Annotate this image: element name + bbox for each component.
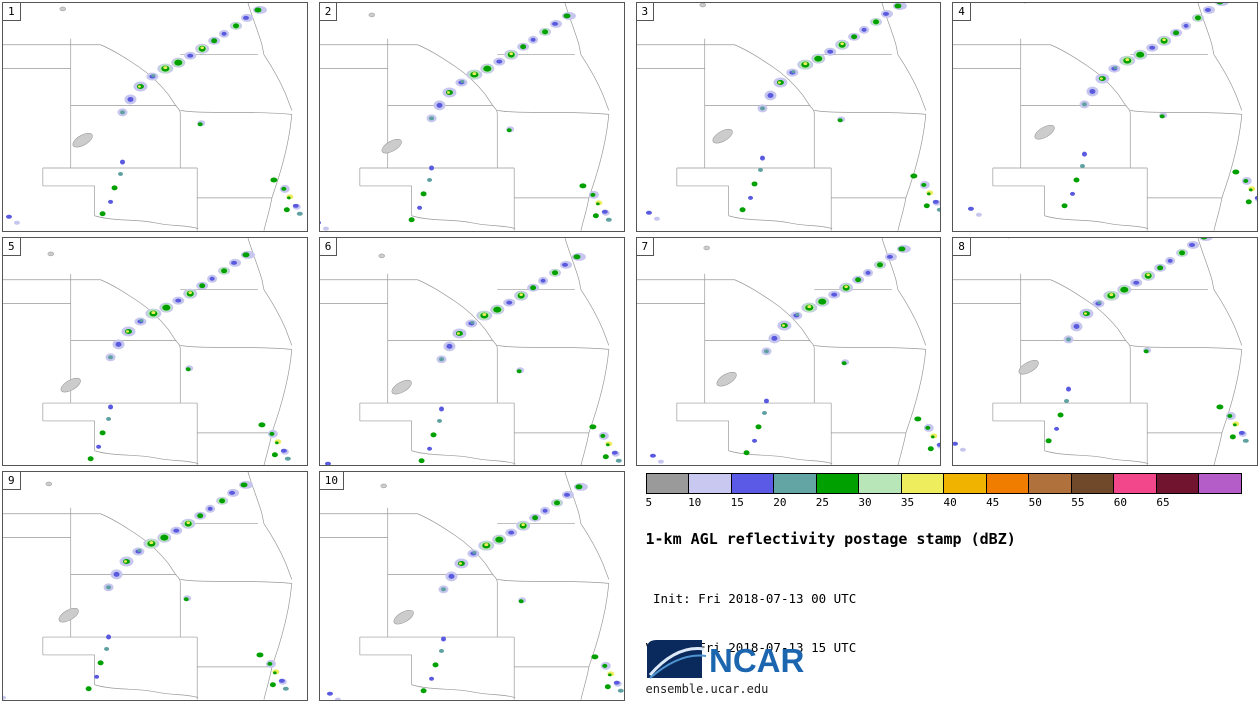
colorbar-tick-label: 45 (986, 496, 1000, 510)
ensemble-member-panel: 9 (2, 471, 308, 701)
ensemble-member-panel: 8 (952, 236, 1258, 467)
colorbar-segment (859, 474, 902, 494)
panel-number: 6 (319, 237, 338, 256)
colorbar-tick-label: 5 (645, 496, 653, 510)
reflectivity-map (953, 3, 1257, 231)
radar-echoes (644, 3, 941, 222)
ensemble-member-panel: 2 (318, 2, 625, 232)
panel-number: 5 (3, 237, 21, 256)
colorbar-tick-label: 55 (1071, 496, 1085, 510)
colorbar-tick-label: 20 (773, 496, 787, 510)
reflectivity-map (3, 3, 304, 231)
time-info: Init: Fri 2018-07-13 00 UTC Valid: Fri 2… (646, 558, 1253, 688)
ncar-wordmark: NCAR (709, 642, 804, 679)
state-borders (636, 237, 926, 466)
colorbar-tick-label: 10 (688, 496, 702, 510)
ncar-logo-arc-blue (648, 654, 706, 680)
reflectivity-map (3, 237, 293, 466)
colorbar-segment (1156, 474, 1199, 494)
state-borders (953, 237, 1243, 466)
ensemble-member-panel: 1 (2, 2, 308, 232)
ncar-logo: NCAR (646, 637, 856, 681)
reflectivity-map (319, 472, 624, 700)
colorbar-segment (1029, 474, 1072, 494)
panel-number: 7 (636, 237, 655, 256)
state-borders (953, 3, 1243, 231)
panel-number: 3 (636, 3, 655, 21)
radar-echoes (648, 244, 941, 464)
ensemble-member-panel: 4 (952, 2, 1258, 232)
colorbar-tick-label: 30 (858, 496, 872, 510)
legend-block: 5 10 15 20 25 30 35 40 45 50 55 60 65 1-km AGL refle… (636, 471, 1259, 701)
colorbar-segment (774, 474, 817, 494)
reflectivity-map (319, 237, 623, 466)
radar-echoes (953, 237, 1250, 452)
panel-number: 4 (953, 3, 971, 21)
radar-echoes (324, 252, 623, 466)
ncar-logo-graphic: NCAR (646, 640, 804, 680)
colorbar-tick-label: 50 (1028, 496, 1042, 510)
reflectivity-map (636, 237, 941, 466)
state-borders (319, 472, 609, 700)
panel-number: 1 (3, 3, 21, 21)
reflectivity-map (636, 3, 941, 231)
ncar-logo-shape (646, 640, 702, 679)
state-borders (319, 237, 609, 466)
colorbar-tick-label: 40 (943, 496, 957, 510)
colorbar-tick-label: 25 (815, 496, 830, 510)
colorbar-segment (1114, 474, 1157, 494)
state-borders (319, 3, 609, 231)
ensemble-member-panel: 6 (318, 236, 625, 467)
colorbar-segment (646, 474, 689, 494)
ensemble-member-panel: 10 (318, 471, 625, 701)
state-borders (3, 237, 293, 466)
state-borders (3, 3, 293, 231)
colorbar-segment (816, 474, 859, 494)
radar-echoes (3, 250, 292, 466)
colorbar-tick-label: 60 (1113, 496, 1128, 510)
ensemble-member-panel: 7 (635, 236, 942, 467)
panel-number: 10 (319, 472, 344, 491)
ncar-logo-arc-light (648, 647, 704, 677)
state-borders (636, 3, 926, 231)
colorbar-tick-row: 5 10 15 20 25 30 35 40 45 50 55 60 65 (645, 494, 1242, 510)
reflectivity-map (953, 237, 1250, 466)
ensemble-member-panel: 5 (2, 236, 308, 467)
panel-number: 9 (3, 472, 21, 491)
radar-echoes (967, 3, 1257, 218)
colorbar-segment (689, 474, 732, 494)
plot-title: 1-km AGL reflectivity postage stamp (dBZ… (645, 530, 1016, 549)
colorbar-segment (1199, 474, 1241, 494)
panel-number: 8 (953, 237, 971, 256)
reflectivity-colorbar (645, 473, 1242, 495)
init-time: Init: Fri 2018-07-13 00 UTC (645, 590, 857, 606)
reflectivity-map (319, 3, 613, 231)
ensemble-member-panel: 3 (635, 2, 942, 232)
state-borders (3, 472, 293, 700)
colorbar-tick-label: 65 (1156, 496, 1170, 510)
colorbar-segment (944, 474, 987, 494)
colorbar-tick-label: 35 (900, 496, 915, 510)
colorbar-segment (731, 474, 774, 494)
colorbar-segment (1071, 474, 1114, 494)
colorbar-tick-label: 15 (730, 496, 744, 510)
colorbar-segment (986, 474, 1029, 494)
panel-number: 2 (319, 3, 338, 21)
reflectivity-map (3, 472, 293, 700)
colorbar-segment (901, 474, 944, 494)
site-url: ensemble.ucar.edu (645, 682, 769, 697)
radar-echoes (5, 5, 304, 226)
